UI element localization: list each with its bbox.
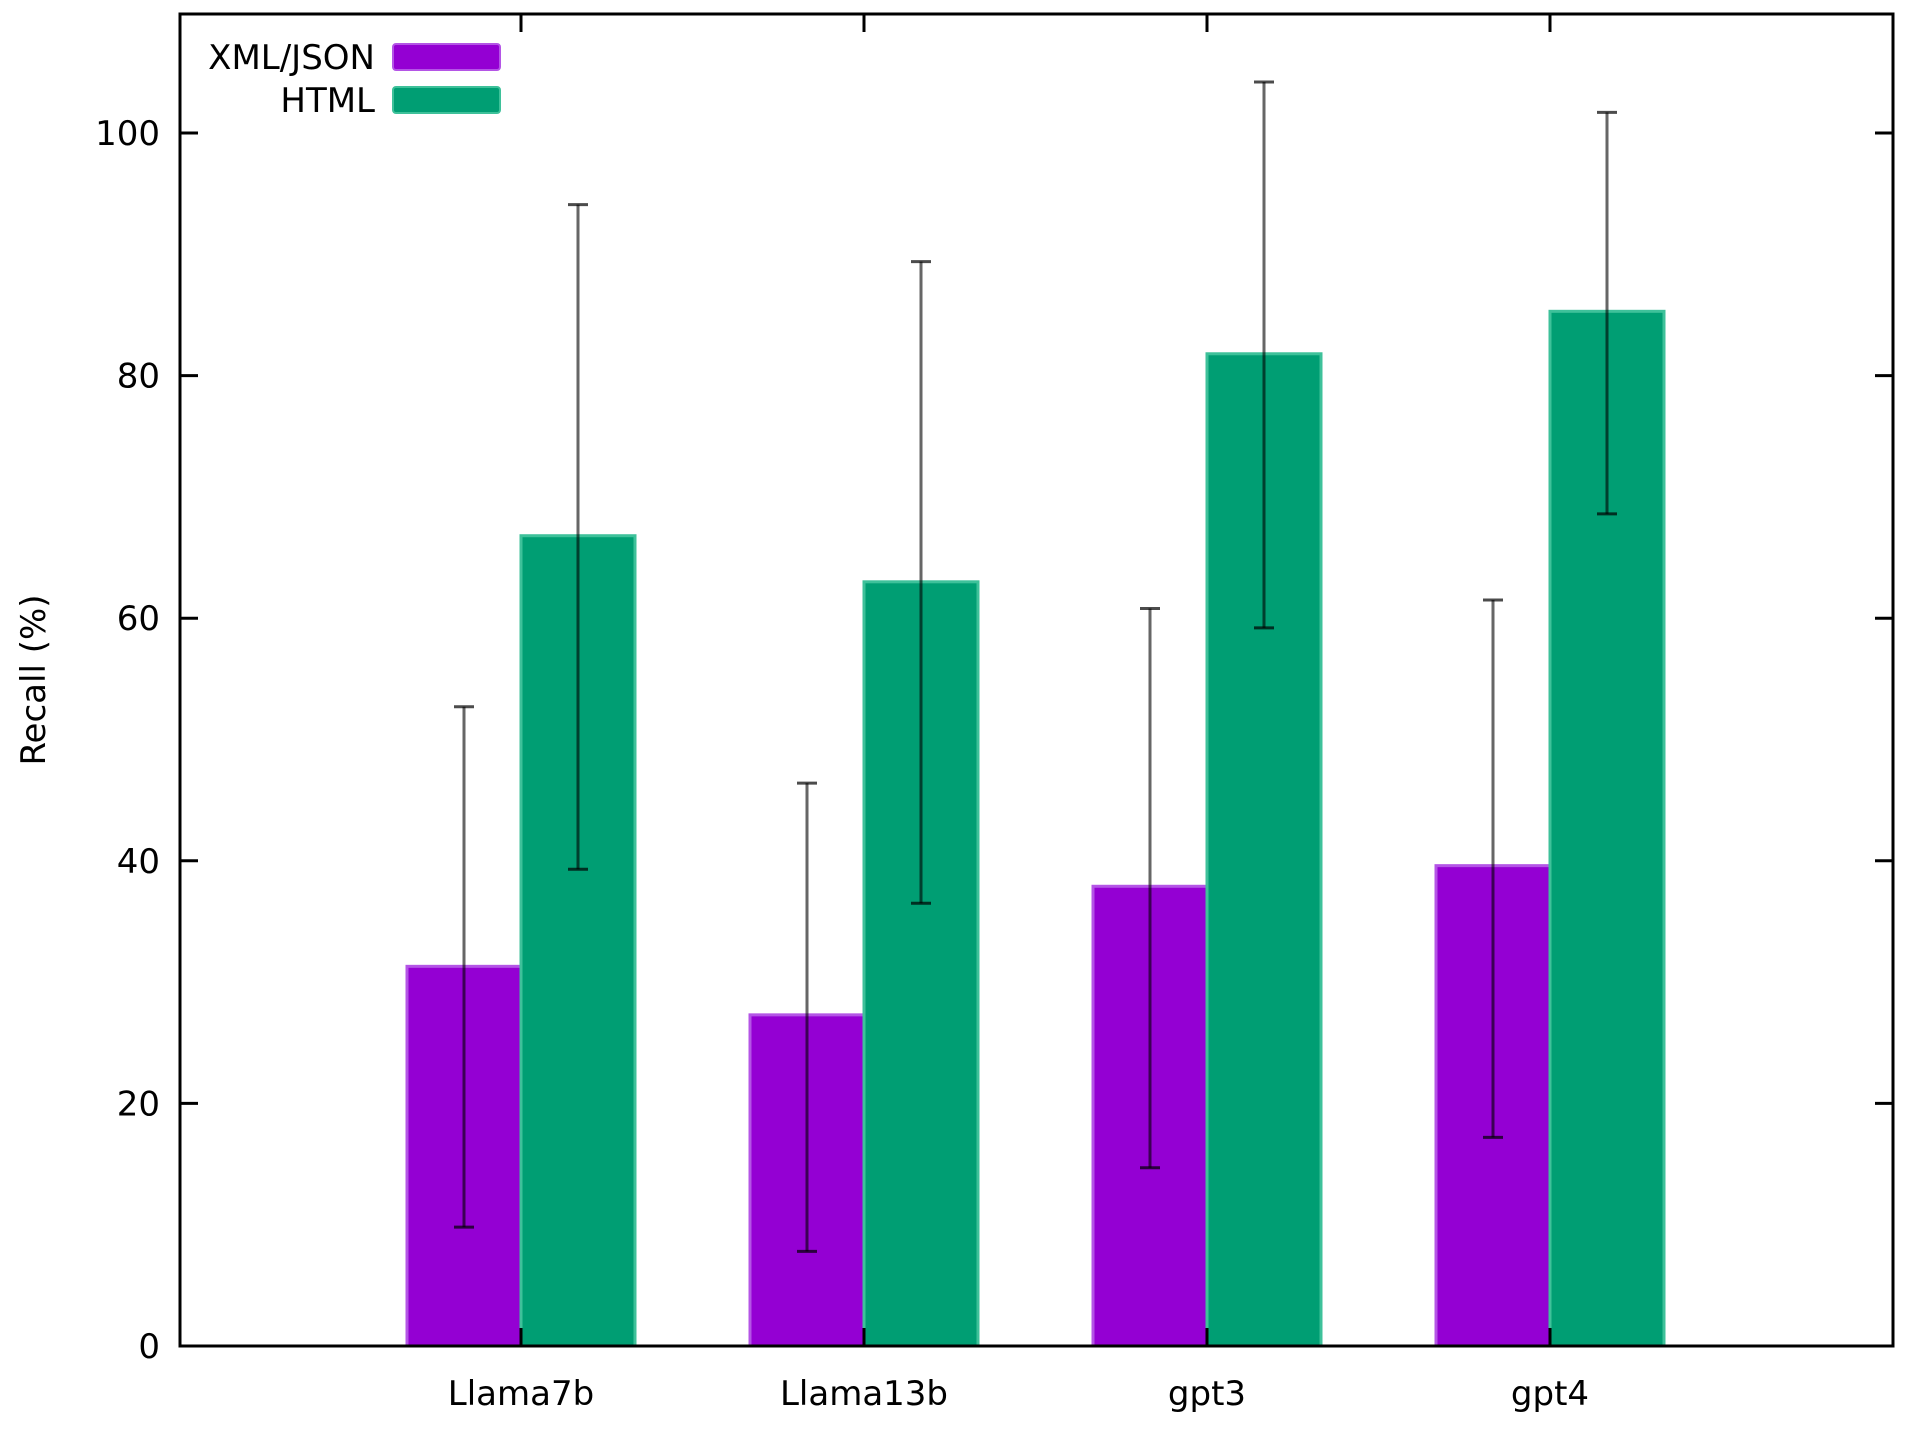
- y-tick-label: 60: [117, 599, 160, 639]
- error-bars-layer: [454, 80, 1617, 1253]
- legend-label: HTML: [280, 81, 375, 121]
- y-tick-label: 0: [138, 1327, 160, 1367]
- legend-swatch: [392, 86, 501, 114]
- x-tick-label: gpt3: [1168, 1374, 1246, 1414]
- y-tick-label: 80: [117, 357, 160, 397]
- bars-layer: [405, 309, 1666, 1348]
- y-tick-label: 100: [95, 114, 160, 154]
- x-tick-label: gpt4: [1511, 1374, 1589, 1414]
- plot-frame: [178, 12, 1895, 1348]
- y-tick-label: 40: [117, 842, 160, 882]
- x-tick-label: Llama13b: [780, 1374, 948, 1414]
- x-axis: Llama7b Llama13b gpt3 gpt4: [448, 14, 1589, 1414]
- y-axis-label: Recall (%): [14, 594, 54, 765]
- legend-swatch: [392, 43, 501, 71]
- y-axis: 0 20 40 60 80 100: [95, 114, 1893, 1367]
- legend-label: XML/JSON: [208, 38, 375, 78]
- x-tick-label: Llama7b: [448, 1374, 594, 1414]
- y-tick-label: 20: [117, 1084, 160, 1124]
